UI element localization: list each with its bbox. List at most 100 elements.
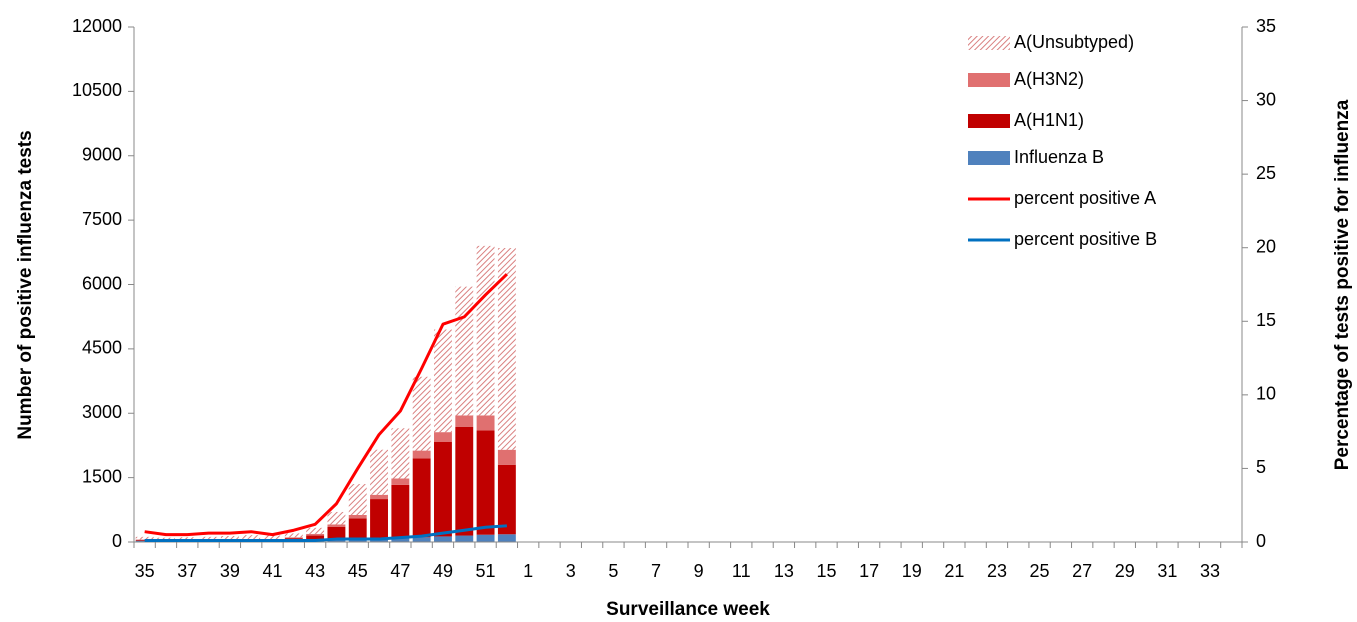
- y-axis-title: Number of positive influenza tests: [15, 130, 36, 439]
- x-tick-label: 9: [694, 561, 704, 581]
- bar: [476, 245, 495, 416]
- x-tick-label: 3: [566, 561, 576, 581]
- legend-swatch: [968, 151, 1010, 165]
- bar: [434, 442, 452, 537]
- y-tick-label: 6000: [82, 273, 122, 293]
- bar: [178, 537, 197, 540]
- bar: [497, 248, 516, 450]
- bar: [348, 514, 367, 519]
- bar: [348, 484, 367, 515]
- x-tick-label: 43: [305, 561, 325, 581]
- x-tick-label: 47: [390, 561, 410, 581]
- y-tick-label: 4500: [82, 338, 122, 358]
- bar: [412, 537, 431, 542]
- x-tick-label: 13: [774, 561, 794, 581]
- bar: [370, 449, 388, 495]
- x-tick-label: 7: [651, 561, 661, 581]
- x-tick-label: 39: [220, 561, 240, 581]
- y2-tick-label: 0: [1256, 531, 1266, 551]
- x-tick-label: 19: [902, 561, 922, 581]
- y2-tick-label: 35: [1256, 16, 1276, 36]
- x-tick-label: 11: [732, 561, 751, 581]
- line: [144, 273, 508, 537]
- x-axis-title: Surveillance week: [606, 599, 770, 620]
- bar: [220, 535, 239, 539]
- legend-label: percent positive A: [1014, 188, 1156, 208]
- bar: [391, 484, 410, 539]
- bar: [327, 511, 346, 525]
- bar: [455, 535, 474, 542]
- y-tick-label: 9000: [82, 145, 122, 165]
- x-tick-label: 51: [476, 561, 496, 581]
- legend-label: A(Unsubtyped): [1014, 32, 1134, 52]
- x-tick-label: 25: [1030, 561, 1050, 581]
- bar: [284, 533, 303, 538]
- bar: [306, 533, 325, 536]
- bar: [497, 449, 516, 465]
- x-tick-label: 27: [1072, 561, 1092, 581]
- legend-label: Influenza B: [1014, 147, 1104, 167]
- bar: [327, 524, 346, 527]
- bar: [327, 539, 346, 542]
- y-tick-label: 10500: [72, 80, 122, 100]
- bar: [263, 535, 282, 539]
- bar: [306, 535, 325, 540]
- y-tick-label: 1500: [82, 466, 122, 486]
- bar: [497, 464, 516, 535]
- bar: [476, 415, 495, 431]
- x-tick-label: 29: [1115, 561, 1135, 581]
- x-tick-label: 41: [262, 561, 282, 581]
- x-tick-label: 15: [816, 561, 836, 581]
- x-tick-label: 23: [987, 561, 1007, 581]
- x-tick-label: 37: [177, 561, 197, 581]
- bar: [370, 494, 388, 500]
- y2-tick-label: 30: [1256, 89, 1276, 109]
- bar: [434, 329, 452, 433]
- x-tick-label: 45: [348, 561, 368, 581]
- bar: [476, 430, 495, 535]
- x-tick-label: 49: [433, 561, 453, 581]
- bar: [284, 537, 303, 539]
- bar: [412, 458, 431, 538]
- legend-swatch: [968, 114, 1010, 128]
- legend-swatch: [968, 73, 1010, 87]
- y-tick-label: 3000: [82, 402, 122, 422]
- bar: [455, 415, 474, 427]
- y-tick-label: 7500: [82, 209, 122, 229]
- bar: [455, 426, 474, 536]
- bar: [412, 376, 431, 451]
- bar: [327, 526, 346, 540]
- y2-tick-label: 20: [1256, 236, 1276, 256]
- bar: [306, 527, 325, 534]
- bar: [242, 535, 261, 539]
- line: [144, 524, 507, 543]
- y2-axis-title: Percentage of tests positive for influen…: [1332, 99, 1353, 470]
- bar: [391, 478, 410, 485]
- y-tick-label: 12000: [72, 16, 122, 36]
- x-tick-label: 31: [1157, 561, 1177, 581]
- y-tick-label: 0: [112, 531, 122, 551]
- x-tick-label: 17: [859, 561, 879, 581]
- x-tick-label: 35: [135, 561, 155, 581]
- legend-swatch: [968, 36, 1010, 50]
- bar: [348, 518, 367, 539]
- x-tick-label: 21: [944, 561, 964, 581]
- bar: [455, 286, 474, 416]
- x-tick-label: 5: [608, 561, 618, 581]
- bar: [476, 534, 495, 542]
- x-tick-label: 33: [1200, 561, 1220, 581]
- x-tick-label: 1: [523, 561, 533, 581]
- y2-tick-label: 15: [1256, 310, 1276, 330]
- bar: [434, 432, 452, 443]
- y2-tick-label: 5: [1256, 457, 1266, 477]
- legend-label: A(H3N2): [1014, 69, 1084, 89]
- bar: [391, 428, 410, 479]
- bar: [412, 450, 431, 459]
- legend-label: A(H1N1): [1014, 110, 1084, 130]
- bar: [370, 499, 388, 539]
- y2-tick-label: 10: [1256, 384, 1276, 404]
- bar: [434, 536, 452, 542]
- y2-tick-label: 25: [1256, 163, 1276, 183]
- bar: [497, 534, 516, 542]
